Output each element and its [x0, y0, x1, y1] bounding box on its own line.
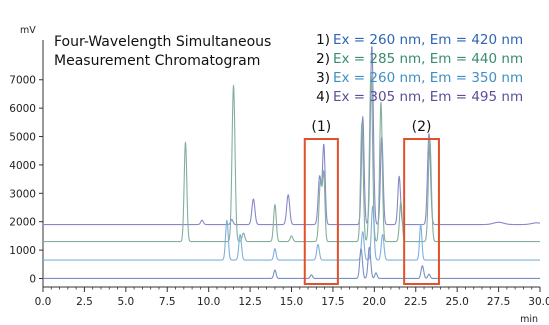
y-axis-ticks: 0 1000 2000 3000 4000 5000 6000 7000: [9, 75, 43, 285]
x-tick-label: 20.0: [363, 296, 386, 308]
legend-entry-3: 3) Ex = 260 nm, Em = 350 nm: [316, 70, 523, 86]
legend-number-3: 3): [316, 70, 330, 86]
x-tick-label: 17.5: [321, 296, 344, 308]
region-label-1: (1): [311, 119, 331, 135]
series-layer: [42, 46, 541, 280]
legend-label-3: Ex = 260 nm, Em = 350 nm: [333, 70, 523, 86]
legend-label-2: Ex = 285 nm, Em = 440 nm: [333, 51, 523, 67]
y-tick-label: 0: [29, 273, 36, 285]
y-tick-label: 2000: [9, 217, 36, 229]
y-tick-label: 5000: [9, 132, 36, 144]
legend: 1) Ex = 260 nm, Em = 420 nm 2) Ex = 285 …: [316, 32, 523, 105]
x-unit-label: min: [520, 314, 538, 325]
legend-entry-4: 4) Ex = 305 nm, Em = 495 nm: [316, 89, 523, 105]
legend-entry-2: 2) Ex = 285 nm, Em = 440 nm: [316, 51, 523, 67]
legend-number-4: 4): [316, 89, 330, 105]
x-tick-label: 25.0: [445, 296, 468, 308]
series-line-3: [42, 205, 541, 261]
y-tick-label: 6000: [9, 103, 36, 115]
series-line-2: [42, 70, 541, 243]
x-tick-label: 27.5: [487, 296, 510, 308]
series-line-4: [42, 246, 541, 280]
chart-title-line-1: Four-Wavelength Simultaneous: [54, 34, 271, 50]
x-tick-label: 2.5: [76, 296, 93, 308]
y-tick-label: 7000: [9, 75, 36, 87]
series-line-1: [42, 46, 541, 226]
x-tick-label: 12.5: [238, 296, 261, 308]
legend-number-2: 2): [316, 51, 330, 67]
x-tick-label: 7.5: [159, 296, 176, 308]
region-box-2: [403, 138, 440, 285]
x-axis-ticks: 0.0 2.5 5.0 7.5 10.0 12.5 15.0 17.5 20.0 22.5 25.0…: [35, 287, 549, 308]
x-tick-label: 22.5: [404, 296, 427, 308]
region-label-2: (2): [412, 119, 432, 135]
y-tick-label: 1000: [9, 245, 36, 257]
legend-label-1: Ex = 260 nm, Em = 420 nm: [333, 32, 523, 48]
y-tick-label: 4000: [9, 160, 36, 172]
x-tick-label: 30.0: [528, 296, 549, 308]
x-tick-label: 0.0: [35, 296, 52, 308]
legend-label-4: Ex = 305 nm, Em = 495 nm: [333, 89, 523, 105]
x-tick-label: 15.0: [280, 296, 303, 308]
chart-title-line-2: Measurement Chromatogram: [54, 53, 260, 69]
x-tick-label: 5.0: [117, 296, 134, 308]
y-tick-label: 3000: [9, 188, 36, 200]
legend-entry-1: 1) Ex = 260 nm, Em = 420 nm: [316, 32, 523, 48]
y-unit-label: mV: [20, 25, 36, 36]
highlight-regions: (1) (2): [303, 119, 440, 285]
region-box-1: [303, 138, 339, 285]
legend-number-1: 1): [316, 32, 330, 48]
x-tick-label: 10.0: [197, 296, 220, 308]
